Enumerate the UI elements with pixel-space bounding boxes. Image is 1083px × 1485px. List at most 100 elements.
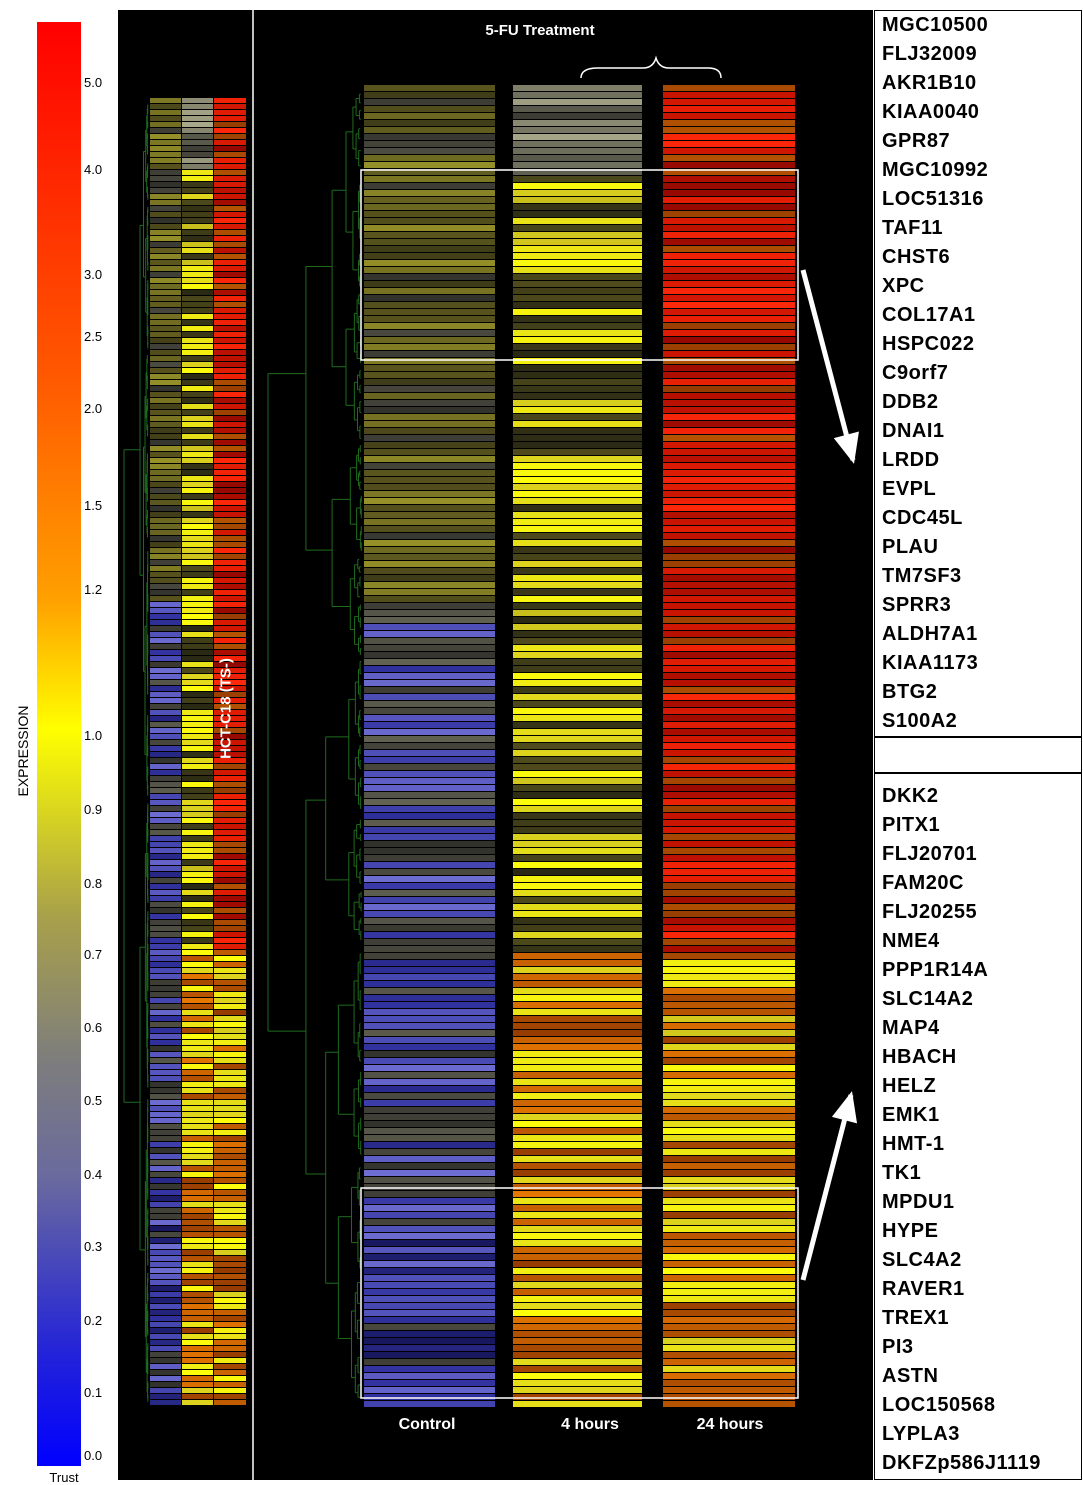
heatmap-cell [513,197,642,203]
heatmap-cell [364,582,495,588]
heatmap-cell [364,435,495,441]
heatmap-cell [364,372,495,378]
heatmap-cell [663,393,795,399]
heatmap-cell [513,778,642,784]
mini-heatmap-cell [214,548,246,553]
heatmap-cell [513,988,642,994]
mini-heatmap-cell [214,638,246,643]
mini-heatmap-cell [150,356,181,361]
mini-heatmap-cell [150,176,181,181]
scale-tick: 0.6 [84,1020,103,1035]
mini-heatmap-cell [182,152,213,157]
expression-color-scale [37,22,81,1466]
heatmap-cell [663,274,795,280]
mini-heatmap-cell [182,308,213,313]
heatmap-cell [364,659,495,665]
mini-heatmap-cell [214,920,246,925]
mini-heatmap-cell [214,1100,246,1105]
mini-heatmap-cell [182,464,213,469]
heatmap-cell [663,1198,795,1204]
heatmap-cell [663,1352,795,1358]
mini-heatmap-cell [182,1214,213,1219]
mini-heatmap-cell [182,428,213,433]
mini-heatmap-cell [182,116,213,121]
mini-heatmap-cell [214,956,246,961]
mini-heatmap-cell [150,110,181,115]
mini-heatmap-cell [150,272,181,277]
heatmap-cell [364,988,495,994]
heatmap-cell [364,624,495,630]
mini-heatmap-cell [214,1382,246,1387]
mini-heatmap-cell [214,1112,246,1117]
mini-heatmap-cell [214,1394,246,1399]
mini-heatmap-cell [214,524,246,529]
mini-heatmap-cell [182,560,213,565]
heatmap-cell [513,176,642,182]
heatmap-cell [513,302,642,308]
heatmap-cell [364,547,495,553]
mini-heatmap-cell [182,278,213,283]
heatmap-cell [663,512,795,518]
heatmap-cell [364,1331,495,1337]
mini-heatmap-cell [214,986,246,991]
mini-heatmap-cell [214,1130,246,1135]
heatmap-cell [364,442,495,448]
heatmap-cell [513,204,642,210]
heatmap-cell [364,918,495,924]
heatmap-cell [513,92,642,98]
heatmap-cell [364,267,495,273]
heatmap-cell [364,939,495,945]
mini-heatmap-cell [214,1040,246,1045]
heatmap-cell [364,379,495,385]
heatmap-cell [364,155,495,161]
heatmap-cell [663,1177,795,1183]
gene-label: LRDD [882,449,940,471]
mini-heatmap-cell [182,566,213,571]
mini-heatmap-cell [182,944,213,949]
mini-heatmap-cell [150,1184,181,1189]
mini-heatmap-cell [182,506,213,511]
mini-heatmap-cell [182,896,213,901]
heatmap-cell [364,337,495,343]
mini-heatmap-cell [150,1010,181,1015]
gene-label: LOC150568 [882,1394,996,1416]
mini-heatmap-cell [182,680,213,685]
mini-heatmap-cell [182,578,213,583]
heatmap-cell [663,463,795,469]
heatmap-cell [513,344,642,350]
heatmap-cell [513,372,642,378]
mini-heatmap-cell [182,1010,213,1015]
heatmap-cell [513,995,642,1001]
mini-heatmap-cell [150,854,181,859]
heatmap-cell [364,1338,495,1344]
mini-heatmap-cell [214,1118,246,1123]
mini-heatmap-cell [214,1124,246,1129]
mini-heatmap-cell [182,956,213,961]
mini-heatmap-cell [182,380,213,385]
heatmap-cell [364,1233,495,1239]
mini-heatmap-cell [150,896,181,901]
mini-heatmap-cell [182,590,213,595]
mini-heatmap-cell [214,1160,246,1165]
mini-heatmap-cell [182,602,213,607]
heatmap-cell [513,1394,642,1400]
mini-heatmap-cell [182,950,213,955]
heatmap-cell [513,862,642,868]
mini-heatmap-cell [150,296,181,301]
mini-heatmap-cell [150,440,181,445]
mini-heatmap-cell [182,554,213,559]
heatmap-cell [663,316,795,322]
mini-heatmap-cell [150,1130,181,1135]
mini-heatmap-cell [150,1232,181,1237]
heatmap-cell [513,708,642,714]
heatmap-cell [364,1289,495,1295]
mini-heatmap-cell [182,728,213,733]
heatmap-cell [663,1282,795,1288]
scale-tick: 0.3 [84,1239,103,1254]
heatmap-cell [513,1037,642,1043]
heatmap-cell [513,876,642,882]
heatmap-cell [663,890,795,896]
mini-heatmap-cell [182,1316,213,1321]
mini-heatmap-cell [214,284,246,289]
mini-heatmap-cell [150,1052,181,1057]
